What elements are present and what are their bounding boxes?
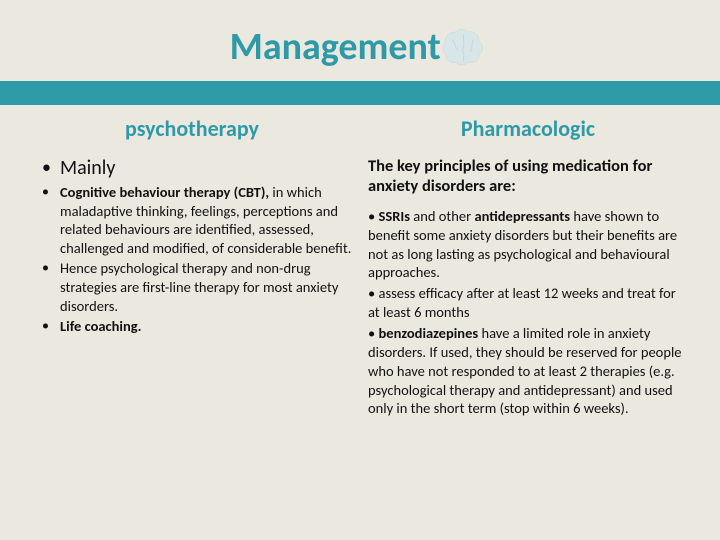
right-column: Pharmacologic The key principles of usin… [360,105,696,421]
para-bold: benzodiazepines [379,324,479,342]
right-para: • assess efficacy after at least 12 week… [368,284,688,322]
bullet-text: Hence psychological therapy and non-drug… [60,259,338,314]
para-prefix: • [368,207,379,225]
para-prefix: • [368,324,379,342]
right-para: • SSRIs and other antidepressants have s… [368,207,688,282]
list-item: Hence psychological therapy and non-drug… [38,259,352,315]
bullet-bold: Life coaching. [60,317,142,335]
right-intro: The key principles of using medication f… [368,156,688,197]
divider-bar [0,81,720,105]
title-area: Management [0,0,720,75]
para-text: • assess efficacy after at least 12 week… [368,284,676,321]
para-bold2: antidepressants [474,207,570,225]
right-body: • SSRIs and other antidepressants have s… [368,207,688,418]
page-title: Management [230,24,441,70]
left-intro-bullet: Mainly [38,156,352,182]
content-columns: psychotherapy Mainly Cognitive behaviour… [0,105,720,421]
left-column: psychotherapy Mainly Cognitive behaviour… [24,105,360,421]
list-item: Cognitive behaviour therapy (CBT), in wh… [38,183,352,257]
left-intro-list: Mainly [32,156,352,182]
brain-icon [438,26,490,75]
left-heading: psychotherapy [32,105,352,156]
para-mid: and other [410,207,474,225]
left-bullet-list: Cognitive behaviour therapy (CBT), in wh… [32,183,352,335]
list-item: Life coaching. [38,317,352,336]
right-para: • benzodiazepines have a limited role in… [368,324,688,418]
bullet-bold: Cognitive behaviour therapy (CBT), [60,183,269,201]
right-heading: Pharmacologic [368,105,688,156]
para-bold: SSRIs [379,207,411,225]
